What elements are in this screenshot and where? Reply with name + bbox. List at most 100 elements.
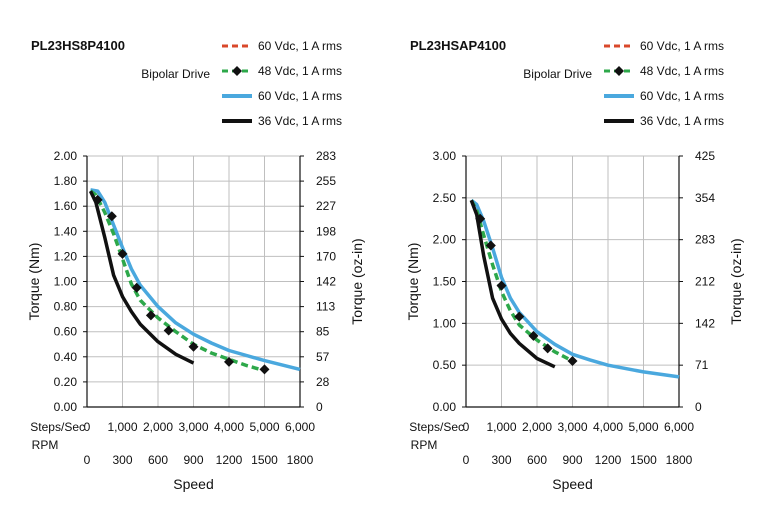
y-right-tick-label: 227 — [316, 199, 336, 213]
series-line-3 — [88, 190, 195, 365]
series-marker-diamond — [224, 356, 234, 367]
y-right-tick-label: 255 — [316, 174, 336, 188]
x-tick-label-rpm: 300 — [491, 453, 511, 467]
legend-label-2: 60 Vdc, 1 A rms — [640, 89, 724, 103]
y-right-tick-label: 0 — [316, 400, 323, 414]
series-marker-diamond — [117, 248, 128, 259]
series-marker-diamond — [131, 282, 142, 293]
x-tick-label-rpm: 300 — [112, 453, 132, 467]
series-marker-diamond — [259, 364, 270, 375]
y-right-tick-label: 354 — [695, 191, 715, 205]
x-row-label-steps: Steps/Sec — [30, 420, 85, 434]
series-line-2 — [470, 198, 680, 379]
x-tick-label-rpm: 900 — [183, 453, 203, 467]
series-marker-diamond — [106, 211, 117, 222]
y-right-tick-label: 283 — [695, 233, 715, 247]
y-right-tick-label: 170 — [316, 249, 336, 263]
series-marker-diamond — [163, 325, 174, 336]
x-tick-label-rpm: 0 — [463, 453, 470, 467]
series-marker-diamond — [145, 310, 156, 321]
y-tick-label: 1.00 — [433, 316, 457, 330]
x-tick-label-steps: 3,000 — [557, 420, 587, 434]
chart-title: PL23HS8P4100 — [31, 38, 125, 53]
x-tick-label-rpm: 600 — [148, 453, 168, 467]
series-marker-diamond — [542, 343, 553, 354]
x-tick-label-rpm: 1500 — [251, 453, 278, 467]
x-tick-label-rpm: 1500 — [630, 453, 657, 467]
legend-marker-1 — [614, 66, 624, 76]
y-axis-title-right: Torque (oz-in) — [349, 238, 365, 324]
y-axis-title-left: Torque (Nm) — [26, 243, 42, 321]
x-axis-title: Speed — [173, 476, 213, 492]
chart-title: PL23HSAP4100 — [410, 38, 506, 53]
y-tick-label: 0.00 — [54, 400, 78, 414]
y-right-tick-label: 283 — [316, 149, 336, 163]
x-tick-label-steps: 6,000 — [664, 420, 694, 434]
y-right-tick-label: 142 — [316, 275, 336, 289]
x-tick-label-steps: 2,000 — [143, 420, 173, 434]
x-tick-label-rpm: 1200 — [595, 453, 622, 467]
series-marker-diamond — [188, 341, 199, 352]
x-tick-label-rpm: 1800 — [287, 453, 314, 467]
x-row-label-rpm: RPM — [411, 438, 438, 452]
y-tick-label: 1.20 — [54, 249, 78, 263]
y-right-tick-label: 212 — [695, 275, 715, 289]
series-marker-diamond — [528, 330, 539, 341]
x-row-label-rpm: RPM — [32, 438, 59, 452]
x-tick-label-steps: 5,000 — [628, 420, 658, 434]
x-tick-label-steps: 1,000 — [107, 420, 137, 434]
torque-chart-pl23hsap4100: PL23HSAP4100 Bipolar Drive 60 Vdc, 1 A rms… — [405, 38, 744, 492]
y-right-tick-label: 198 — [316, 224, 336, 238]
y-tick-label: 0.50 — [433, 358, 457, 372]
series-line-1 — [89, 189, 265, 373]
x-tick-label-steps: 0 — [463, 420, 470, 434]
y-axis-title-left: Torque (Nm) — [405, 243, 421, 321]
y-tick-label: 3.00 — [433, 149, 457, 163]
series-marker-diamond — [485, 240, 496, 251]
y-right-tick-label: 0 — [695, 400, 702, 414]
y-right-tick-label: 71 — [695, 358, 709, 372]
legend-label-1: 48 Vdc, 1 A rms — [640, 64, 724, 78]
legend-label-3: 36 Vdc, 1 A rms — [258, 114, 342, 128]
y-tick-label: 1.80 — [54, 174, 78, 188]
series-line-3 — [469, 199, 556, 369]
legend-label-3: 36 Vdc, 1 A rms — [640, 114, 724, 128]
y-right-tick-label: 425 — [695, 149, 715, 163]
series-marker-diamond — [496, 280, 507, 291]
x-row-label-steps: Steps/Sec — [409, 420, 464, 434]
x-tick-label-steps: 4,000 — [214, 420, 244, 434]
y-right-tick-label: 85 — [316, 325, 330, 339]
y-tick-label: 0.80 — [54, 300, 78, 314]
x-tick-label-rpm: 1800 — [666, 453, 693, 467]
x-tick-label-steps: 6,000 — [285, 420, 315, 434]
y-tick-label: 1.00 — [54, 275, 78, 289]
x-tick-label-steps: 5,000 — [249, 420, 279, 434]
series-marker-diamond — [514, 311, 525, 322]
legend-marker-1 — [232, 66, 242, 76]
series-line-2 — [90, 188, 301, 372]
legend-label-1: 48 Vdc, 1 A rms — [258, 64, 342, 78]
legend-label-0: 60 Vdc, 1 A rms — [640, 39, 724, 53]
x-axis-title: Speed — [552, 476, 592, 492]
x-tick-label-steps: 0 — [84, 420, 91, 434]
legend-label-2: 60 Vdc, 1 A rms — [258, 89, 342, 103]
x-tick-label-rpm: 600 — [527, 453, 547, 467]
y-tick-label: 2.00 — [433, 233, 457, 247]
y-tick-label: 2.00 — [54, 149, 78, 163]
x-tick-label-rpm: 900 — [562, 453, 582, 467]
y-tick-label: 1.60 — [54, 199, 78, 213]
y-axis-title-right: Torque (oz-in) — [728, 238, 744, 324]
legend-label-0: 60 Vdc, 1 A rms — [258, 39, 342, 53]
y-tick-label: 0.60 — [54, 325, 78, 339]
drive-label: Bipolar Drive — [523, 67, 592, 81]
torque-chart-pl23hs8p4100: PL23HS8P4100 Bipolar Drive 60 Vdc, 1 A rms… — [26, 38, 365, 492]
x-tick-label-steps: 3,000 — [178, 420, 208, 434]
x-tick-label-rpm: 1200 — [216, 453, 243, 467]
x-tick-label-steps: 4,000 — [593, 420, 623, 434]
y-tick-label: 0.20 — [54, 375, 78, 389]
y-tick-label: 1.50 — [433, 275, 457, 289]
y-right-tick-label: 113 — [316, 300, 335, 314]
y-tick-label: 0.40 — [54, 350, 78, 364]
y-tick-label: 0.00 — [433, 400, 457, 414]
y-right-tick-label: 28 — [316, 375, 330, 389]
